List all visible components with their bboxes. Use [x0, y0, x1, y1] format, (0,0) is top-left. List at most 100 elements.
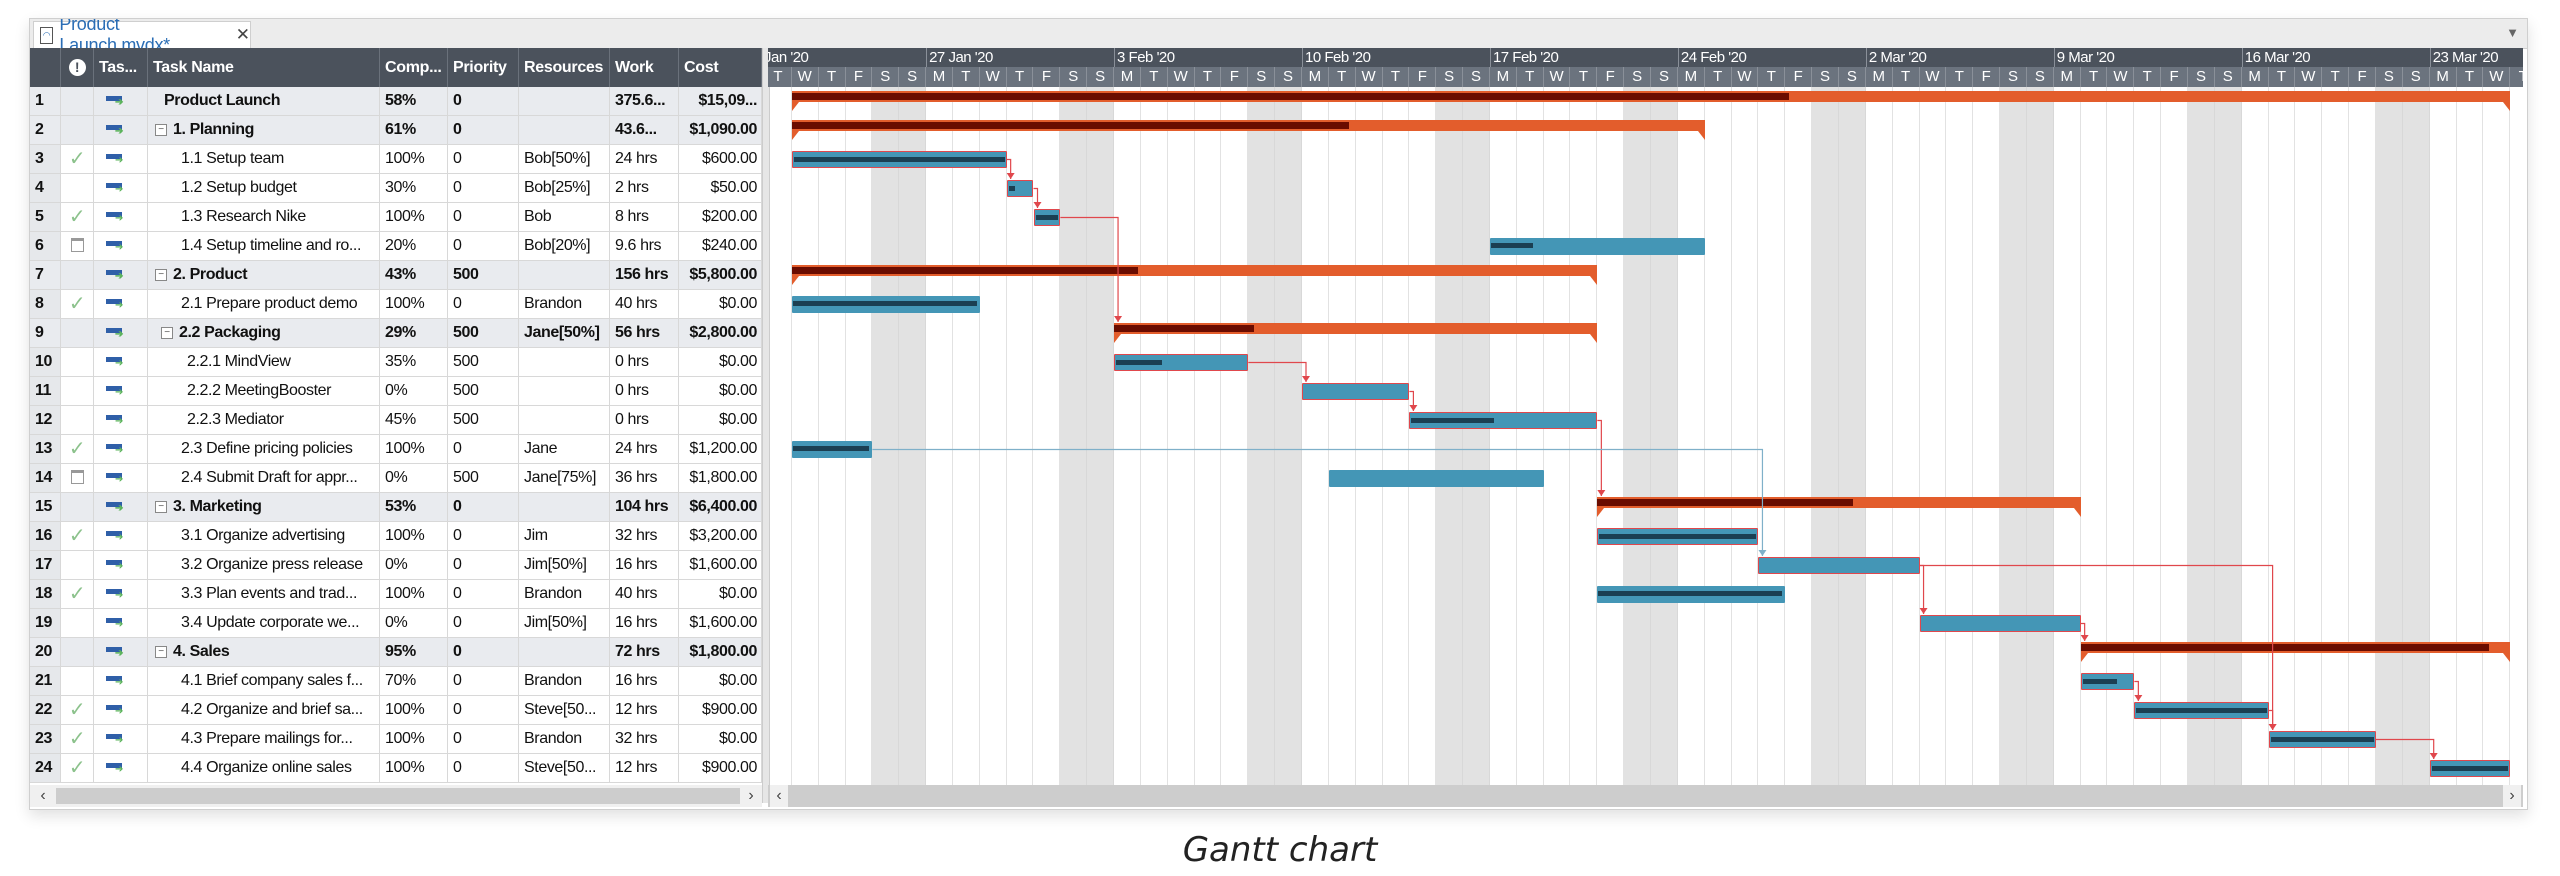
task-bar[interactable] — [2080, 673, 2135, 690]
task-name[interactable]: 2.2 Packaging — [179, 324, 281, 341]
scroll-left-icon[interactable]: ‹ — [40, 787, 46, 804]
task-bar[interactable] — [791, 296, 980, 313]
table-row[interactable]: 21 ➔ 4.1 Brief company sales f... 70% 0 Brand… — [30, 667, 762, 696]
table-row[interactable]: 9 ➔ −2.2 Packaging 29% 500 Jane[50%] 56 hrs $2,… — [30, 319, 762, 348]
table-row[interactable]: 11 ➔ 2.2.2 MeetingBooster 0% 500 0 hrs $0.00 — [30, 377, 762, 406]
task-name[interactable]: 2.4 Submit Draft for appr... — [181, 469, 358, 486]
task-bar[interactable] — [1919, 615, 2081, 632]
task-bar[interactable] — [2429, 760, 2511, 777]
task-name[interactable]: 1. Planning — [173, 121, 254, 138]
summary-bar[interactable] — [791, 120, 1705, 140]
task-bar[interactable] — [1328, 470, 1544, 487]
summary-bar[interactable] — [791, 265, 1598, 285]
table-row[interactable]: 19 ➔ 3.4 Update corporate we... 0% 0 Jim[50%]… — [30, 609, 762, 638]
task-name[interactable]: 4.2 Organize and brief sa... — [181, 701, 363, 718]
header-priority[interactable]: Priority — [448, 48, 519, 87]
calendar-icon — [70, 470, 84, 484]
table-row[interactable]: 7 ➔ −2. Product 43% 500 156 hrs $5,800.00 — [30, 261, 762, 290]
task-bar[interactable] — [2268, 731, 2376, 748]
table-row[interactable]: 1 ➔ Product Launch 58% 0 375.6... $15,09... — [30, 87, 762, 116]
table-row[interactable]: 12 ➔ 2.2.3 Mediator 45% 500 0 hrs $0.00 — [30, 406, 762, 435]
task-name[interactable]: 2.2.2 MeetingBooster — [187, 382, 332, 399]
task-bar[interactable] — [1302, 383, 1410, 400]
header-cost[interactable]: Cost — [679, 48, 762, 87]
collapse-toggle[interactable]: − — [161, 326, 173, 339]
table-row[interactable]: 18 ✓ ➔ 3.3 Plan events and trad... 100% 0 Bran… — [30, 580, 762, 609]
header-work[interactable]: Work — [610, 48, 679, 87]
task-bar[interactable] — [1409, 412, 1598, 429]
task-bar[interactable] — [1489, 238, 1705, 255]
header-task-mode[interactable]: Tas... — [94, 48, 148, 87]
scrollbar-thumb[interactable] — [56, 788, 740, 804]
table-row[interactable]: 2 ➔ −1. Planning 61% 0 43.6... $1,090.00 — [30, 116, 762, 145]
summary-bar[interactable] — [1114, 323, 1598, 343]
scroll-right-icon[interactable]: › — [2503, 785, 2521, 807]
collapse-toggle[interactable]: − — [155, 645, 167, 658]
task-name[interactable]: 4.4 Organize online sales — [181, 759, 352, 776]
task-name[interactable]: 1.4 Setup timeline and ro... — [181, 237, 362, 254]
collapse-toggle[interactable]: − — [155, 268, 167, 281]
task-bar[interactable] — [791, 441, 873, 458]
task-name[interactable]: 2.2.1 MindView — [187, 353, 291, 370]
task-name[interactable]: 4.1 Brief company sales f... — [181, 672, 363, 689]
table-row[interactable]: 5 ✓ ➔ 1.3 Research Nike 100% 0 Bob 8 hrs $200.00 — [30, 203, 762, 232]
scroll-left-icon[interactable]: ‹ — [770, 785, 788, 807]
table-row[interactable]: 14 ➔ 2.4 Submit Draft for appr... 0% 500 Jane… — [30, 464, 762, 493]
header-task-name[interactable]: Task Name — [148, 48, 380, 87]
task-bar[interactable] — [1006, 180, 1034, 197]
task-name[interactable]: 3.3 Plan events and trad... — [181, 585, 357, 602]
table-row[interactable]: 22 ✓ ➔ 4.2 Organize and brief sa... 100% 0 Ste… — [30, 696, 762, 725]
task-bar[interactable] — [1758, 557, 1920, 574]
task-name[interactable]: 1.2 Setup budget — [181, 179, 297, 196]
gantt-horizontal-scrollbar[interactable]: ‹ › — [768, 785, 2523, 807]
dropdown-icon[interactable]: ▼ — [2506, 25, 2519, 40]
task-name[interactable]: 1.1 Setup team — [181, 150, 284, 167]
collapse-toggle[interactable]: − — [155, 123, 167, 136]
task-name[interactable]: 2.1 Prepare product demo — [181, 295, 358, 312]
table-row[interactable]: 8 ✓ ➔ 2.1 Prepare product demo 100% 0 Brandon 4… — [30, 290, 762, 319]
task-name[interactable]: 2. Product — [173, 266, 248, 283]
task-bar[interactable] — [2134, 702, 2269, 719]
task-name[interactable]: 3.4 Update corporate we... — [181, 614, 360, 631]
table-row[interactable]: 10 ➔ 2.2.1 MindView 35% 500 0 hrs $0.00 — [30, 348, 762, 377]
table-horizontal-scrollbar[interactable]: ‹ › — [30, 785, 762, 807]
task-bar[interactable] — [1114, 354, 1249, 371]
task-name[interactable]: 3. Marketing — [173, 498, 262, 515]
summary-bar[interactable] — [2080, 642, 2511, 662]
cost-cell: $1,600.00 — [679, 609, 762, 638]
table-row[interactable]: 15 ➔ −3. Marketing 53% 0 104 hrs $6,400.00 — [30, 493, 762, 522]
table-row[interactable]: 17 ➔ 3.2 Organize press release 0% 0 Jim[50%]… — [30, 551, 762, 580]
scroll-right-icon[interactable]: › — [748, 787, 754, 804]
table-row[interactable]: 4 ➔ 1.2 Setup budget 30% 0 Bob[25%] 2 hrs $50.0… — [30, 174, 762, 203]
document-tab[interactable]: ◠ Product Launch.mvdx* ✕ — [33, 19, 251, 55]
header-indicators[interactable]: ! — [61, 48, 94, 87]
header-resources[interactable]: Resources — [519, 48, 610, 87]
cost-cell: $1,090.00 — [679, 116, 762, 145]
task-name[interactable]: 2.2.3 Mediator — [187, 411, 284, 428]
table-row[interactable]: 24 ✓ ➔ 4.4 Organize online sales 100% 0 Steve[… — [30, 754, 762, 783]
indicator-cell: ✓ — [61, 522, 94, 551]
task-name[interactable]: 3.2 Organize press release — [181, 556, 363, 573]
task-bar[interactable] — [791, 151, 1007, 168]
task-name[interactable]: 1.3 Research Nike — [181, 208, 306, 225]
task-name[interactable]: Product Launch — [164, 92, 281, 109]
task-name[interactable]: 4.3 Prepare mailings for... — [181, 730, 353, 747]
task-name[interactable]: 4. Sales — [173, 643, 230, 660]
table-row[interactable]: 6 ➔ 1.4 Setup timeline and ro... 20% 0 Bob[20… — [30, 232, 762, 261]
summary-bar[interactable] — [791, 91, 2511, 111]
pane-splitter[interactable] — [762, 48, 770, 803]
collapse-toggle[interactable]: − — [155, 500, 167, 513]
table-row[interactable]: 20 ➔ −4. Sales 95% 0 72 hrs $1,800.00 — [30, 638, 762, 667]
table-row[interactable]: 16 ✓ ➔ 3.1 Organize advertising 100% 0 Jim 32 h… — [30, 522, 762, 551]
task-bar[interactable] — [1033, 209, 1061, 226]
table-row[interactable]: 23 ✓ ➔ 4.3 Prepare mailings for... 100% 0 Bran… — [30, 725, 762, 754]
summary-bar[interactable] — [1597, 497, 2081, 517]
close-icon[interactable]: ✕ — [235, 25, 250, 44]
task-name[interactable]: 3.1 Organize advertising — [181, 527, 345, 544]
header-complete[interactable]: Comp... — [380, 48, 448, 87]
table-row[interactable]: 3 ✓ ➔ 1.1 Setup team 100% 0 Bob[50%] 24 hrs $600… — [30, 145, 762, 174]
task-bar[interactable] — [1597, 528, 1759, 545]
table-row[interactable]: 13 ✓ ➔ 2.3 Define pricing policies 100% 0 Jane… — [30, 435, 762, 464]
task-name[interactable]: 2.3 Define pricing policies — [181, 440, 353, 457]
task-bar[interactable] — [1597, 586, 1786, 603]
